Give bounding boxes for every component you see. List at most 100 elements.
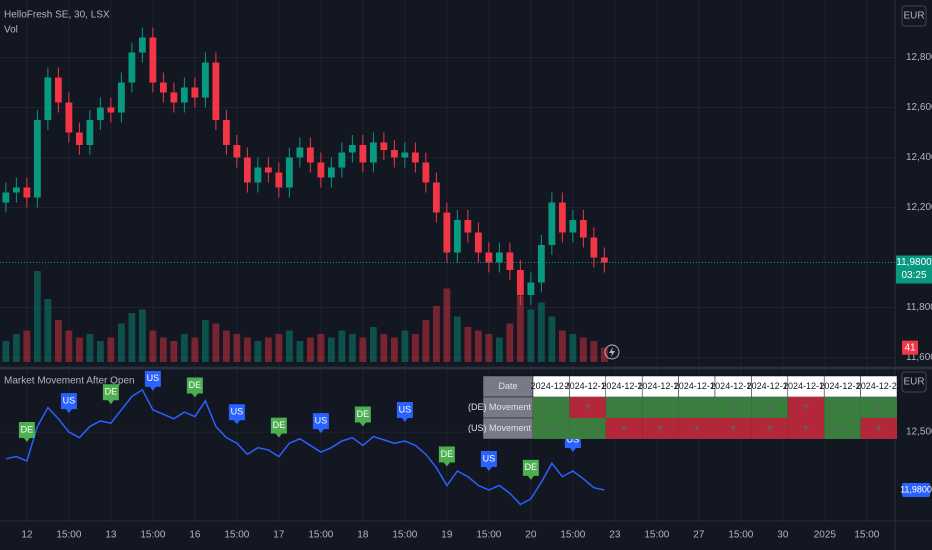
volume-bar: [170, 341, 178, 362]
marker-label: US: [399, 404, 412, 414]
marker-badge: [228, 404, 245, 425]
candle-body: [600, 257, 608, 263]
candle-body: [149, 37, 157, 83]
candle-body: [359, 145, 367, 163]
volume-bar: [212, 323, 220, 362]
volume-bar: [180, 334, 188, 362]
table-cell: [787, 418, 825, 439]
candle-body: [159, 82, 167, 93]
x-tick-label: 17: [273, 530, 285, 541]
candle-body: [317, 162, 325, 178]
table-cell: [569, 397, 606, 418]
table-header-text: 2024-12-10: [565, 381, 611, 391]
x-tick-label: 15:00: [56, 530, 81, 541]
candle-body: [453, 220, 461, 253]
marker-badge: [312, 413, 329, 434]
table-header-text: Date: [498, 381, 517, 391]
table-cell: [642, 397, 679, 418]
table-cell: [533, 418, 570, 439]
volume-bar: [359, 337, 367, 362]
volume-bar: [474, 330, 482, 362]
marker-label: DE: [441, 449, 454, 459]
volume-bar: [23, 330, 31, 362]
x-tick-label: 27: [693, 530, 705, 541]
x-tick-label: 15:00: [392, 530, 417, 541]
currency-button-lower[interactable]: [901, 371, 927, 393]
marker-label: US: [483, 453, 496, 463]
table-cell: [824, 418, 861, 439]
marker-badge: [270, 417, 287, 438]
candle-body: [96, 107, 104, 120]
symbol: HelloFresh SE, 30, LSX: [4, 10, 110, 21]
volume-bar: [422, 320, 430, 362]
volume-bar: [191, 337, 199, 362]
volume-bar: [12, 334, 20, 362]
countdown: 03:25: [901, 270, 926, 281]
last-volume: 41: [904, 342, 916, 353]
table-header-text: 2024-12-16: [710, 381, 756, 391]
volume-bar: [537, 302, 545, 362]
volume-bar: [306, 337, 314, 362]
table-cell: [678, 418, 715, 439]
currency-button[interactable]: [901, 5, 927, 27]
marker-badge: [396, 401, 413, 422]
marker-label: DE: [105, 387, 118, 397]
candle-body: [464, 220, 472, 233]
table-cell-arrow: ▲: [584, 424, 592, 433]
indicator-title: Market Movement After Open: [4, 376, 135, 387]
candle-body: [23, 187, 31, 198]
candle-body: [569, 220, 577, 233]
table-cell: [569, 418, 606, 439]
marker-label: US: [63, 395, 76, 405]
marker-badge: [144, 370, 161, 391]
candle-body: [275, 172, 283, 188]
event-icon[interactable]: [604, 344, 620, 360]
table-cell-arrow: ▲: [656, 403, 664, 412]
table-cell-arrow: ▼: [875, 424, 883, 433]
marks: [0, 27, 895, 506]
candle-body: [180, 87, 188, 103]
volume-bar: [348, 334, 356, 362]
candle-body: [212, 62, 220, 120]
volume-bar: [44, 299, 52, 362]
volume-bar: [138, 309, 146, 362]
table-cell: [751, 418, 788, 439]
candle-body: [579, 220, 587, 238]
y-tick-label: 12,4000: [906, 152, 932, 163]
candle-body: [33, 120, 41, 198]
volume-bar: [201, 320, 209, 362]
currency-lower[interactable]: EUR: [903, 377, 924, 388]
volume-bar: [485, 334, 493, 362]
x-tick-label: 30: [777, 530, 789, 541]
candle-body: [401, 152, 409, 158]
candle-body: [254, 167, 262, 183]
candle-body: [117, 82, 125, 113]
candle-body: [422, 162, 430, 183]
volume-bar: [96, 341, 104, 362]
table-cell: [533, 397, 570, 418]
candle-body: [12, 187, 20, 193]
candle-body: [380, 142, 388, 150]
x-tick-label: 12: [21, 530, 33, 541]
volume-bar: [338, 330, 346, 362]
table-cell: [824, 397, 861, 418]
marker-badge: [186, 377, 203, 398]
candle-body: [348, 145, 356, 153]
volume-bar: [453, 316, 461, 362]
table-cell-arrow: ▼: [620, 424, 628, 433]
candle-body: [243, 157, 251, 183]
table-cell-arrow: ▲: [547, 424, 555, 433]
candle-body: [485, 252, 493, 263]
candle-body: [128, 52, 136, 83]
candle-body: [86, 120, 94, 145]
table-cell-arrow: ▼: [802, 403, 810, 412]
table-cell-arrow: ▲: [838, 424, 846, 433]
currency[interactable]: EUR: [903, 11, 924, 22]
candle-body: [233, 145, 241, 158]
event-bolt: [609, 347, 615, 357]
volume-bar: [443, 288, 451, 362]
volume-bar: [590, 341, 598, 362]
volume-bar: [285, 330, 293, 362]
x-tick-label: 18: [357, 530, 369, 541]
